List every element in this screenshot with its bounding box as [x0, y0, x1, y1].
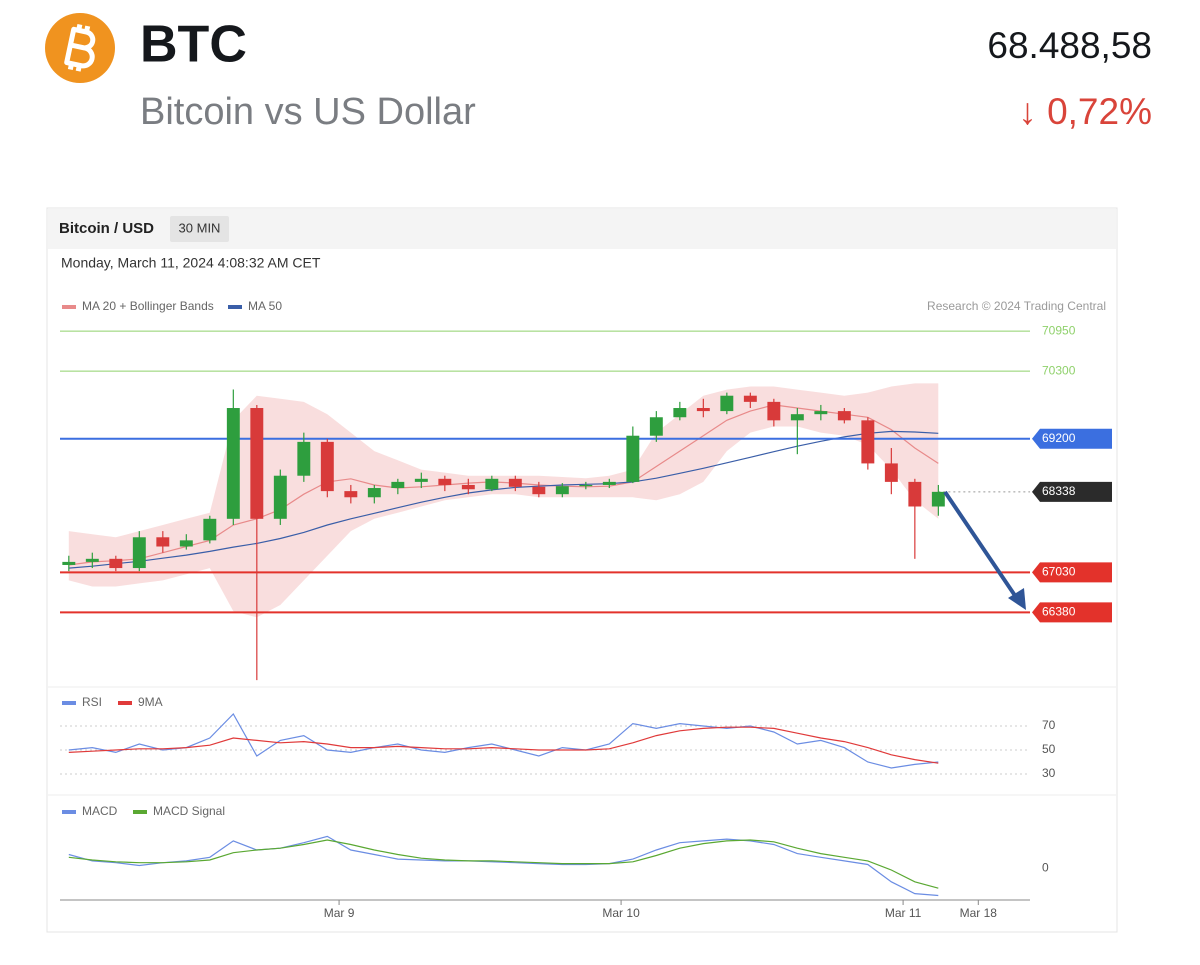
- candle-body: [720, 395, 734, 412]
- level-badge: [1032, 562, 1112, 583]
- legend-label: MACD: [82, 804, 118, 818]
- level-badge: [1032, 602, 1112, 623]
- header: BTC Bitcoin vs US Dollar 68.488,58 ↓ 0,7…: [45, 13, 1152, 133]
- candle-body: [62, 561, 76, 565]
- candle-body: [532, 486, 546, 495]
- legend-label: 9MA: [138, 695, 163, 709]
- candle-body: [297, 441, 311, 476]
- credit: Research © 2024 Trading Central: [927, 299, 1106, 313]
- level-label: 67030: [1042, 565, 1076, 579]
- legend-swatch: [228, 305, 242, 309]
- candle-body: [931, 491, 945, 507]
- candle-body: [908, 481, 922, 507]
- candle-body: [414, 478, 428, 482]
- level-label: 66380: [1042, 605, 1076, 619]
- coin-glyph: [64, 23, 96, 72]
- level-label: 70950: [1042, 323, 1076, 337]
- candle-body: [109, 558, 123, 569]
- interval-badge[interactable]: [170, 216, 229, 242]
- legend-swatch: [62, 810, 76, 814]
- candle-body: [367, 488, 381, 498]
- timestamp: Monday, March 11, 2024 4:08:32 AM CET: [61, 255, 321, 271]
- candle-body: [508, 478, 522, 487]
- candle-body: [767, 401, 781, 421]
- x-tick-label: Mar 10: [602, 906, 640, 920]
- macd-line: [68, 839, 939, 889]
- y-tick-label: 0: [1042, 860, 1049, 874]
- legend-swatch: [62, 305, 76, 309]
- candle-body: [743, 395, 757, 402]
- y-tick-label: 70: [1042, 718, 1056, 732]
- rsi-line: [68, 713, 939, 769]
- legend-swatch: [62, 701, 76, 705]
- macd-line: [68, 835, 939, 897]
- candle-body: [461, 484, 475, 490]
- candle-body: [837, 411, 851, 421]
- candle-body: [179, 540, 193, 547]
- x-tick-label: Mar 11: [885, 906, 922, 920]
- legend-swatch: [118, 701, 132, 705]
- level-label: 68338: [1042, 484, 1076, 498]
- asset-name: Bitcoin vs US Dollar: [140, 91, 476, 133]
- candle-body: [673, 408, 687, 418]
- legend-label: RSI: [82, 695, 102, 709]
- x-tick-label: Mar 9: [324, 906, 355, 920]
- candle-body: [884, 463, 898, 482]
- candle-body: [602, 481, 616, 485]
- candle-body: [579, 484, 593, 487]
- candle-body: [132, 537, 146, 569]
- forecast-arrowhead: [1008, 588, 1026, 610]
- legend-label: MACD Signal: [153, 804, 225, 818]
- candle-body: [320, 441, 334, 492]
- bollinger-band: [68, 383, 939, 618]
- candle-body: [273, 475, 287, 519]
- panel-frame: [46, 207, 1118, 933]
- candle-body: [391, 481, 405, 489]
- y-tick-label: 50: [1042, 742, 1056, 756]
- candle-body: [814, 411, 828, 415]
- legend-swatch: [133, 810, 147, 814]
- candle-body: [344, 491, 358, 498]
- candle-body: [555, 486, 569, 495]
- chart-panel: Bitcoin / USD 30 MIN Monday, March 11, 2…: [46, 207, 1118, 933]
- candle-body: [696, 408, 710, 412]
- level-label: 69200: [1042, 431, 1076, 445]
- candle-body: [156, 537, 170, 547]
- candle-body: [85, 558, 99, 562]
- level-badge: [1032, 481, 1112, 502]
- rsi-line: [68, 726, 939, 764]
- candle-body: [790, 414, 804, 421]
- level-label: 70300: [1042, 363, 1076, 377]
- candle-body: [626, 435, 640, 482]
- candle-body: [438, 478, 452, 485]
- y-tick-label: 30: [1042, 766, 1056, 780]
- legend-label: MA 20 + Bollinger Bands: [82, 299, 214, 313]
- candle-body: [649, 417, 663, 436]
- moving-average: [68, 430, 939, 569]
- level-badge: [1032, 428, 1112, 449]
- price-change: ↓ 0,72%: [1018, 91, 1152, 132]
- x-tick-label: Mar 18: [960, 906, 998, 920]
- legend-label: MA 50: [248, 299, 282, 313]
- candle-body: [226, 408, 240, 519]
- plot: MA 20 + Bollinger Bands MA 50 RSI 9MA MACD MA…: [60, 299, 1112, 920]
- price: 68.488,58: [987, 25, 1152, 66]
- candle-body: [861, 420, 875, 464]
- chart-title: Bitcoin / USD: [59, 220, 154, 237]
- candle-body: [250, 408, 264, 519]
- interval[interactable]: 30 MIN: [179, 220, 221, 235]
- candle-body: [485, 478, 499, 490]
- forecast-arrow: [943, 490, 1020, 602]
- symbol: BTC: [140, 16, 247, 74]
- candle-body: [203, 518, 217, 541]
